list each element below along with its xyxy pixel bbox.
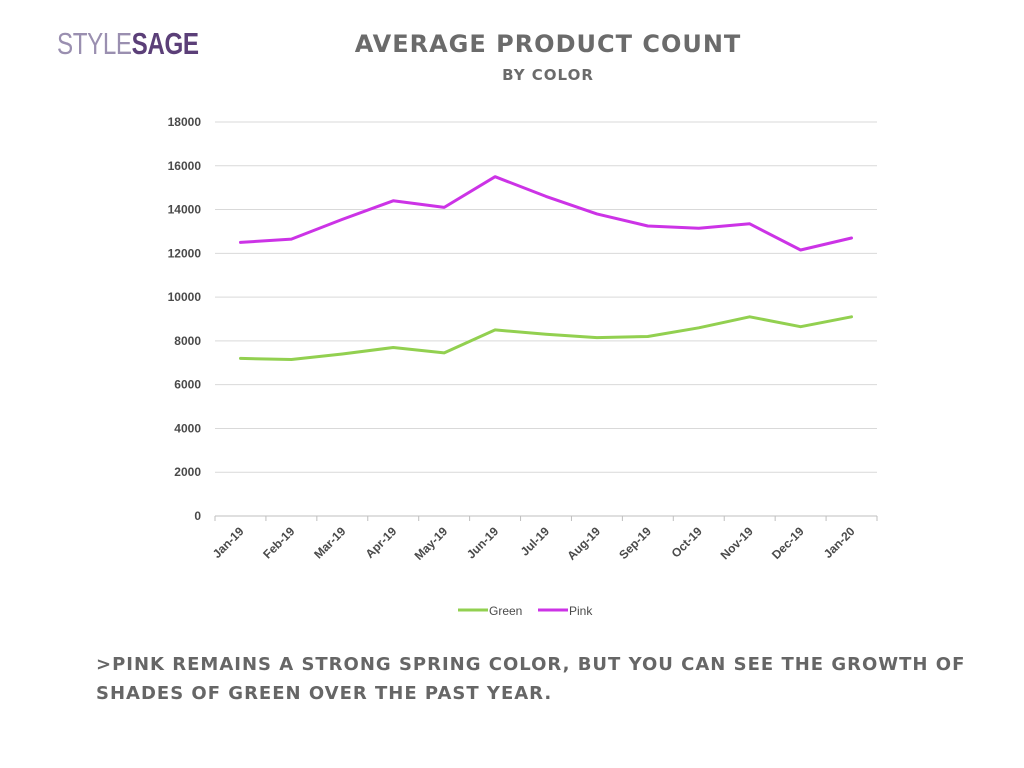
x-tick-label: Jan-19 xyxy=(210,524,247,561)
y-tick-label: 4000 xyxy=(174,421,201,435)
x-tick-label: Jul-19 xyxy=(518,524,553,559)
x-tick-label: Sep-19 xyxy=(616,524,654,562)
series-line-green xyxy=(239,315,853,361)
legend: Green Pink xyxy=(458,604,593,618)
logo-text-sage: SAGE xyxy=(131,26,199,61)
x-tick-label: Jun-19 xyxy=(464,524,501,561)
gridlines xyxy=(215,121,877,517)
x-tick-label: Jan-20 xyxy=(821,524,858,561)
y-tick-label: 6000 xyxy=(174,378,201,392)
y-tick-label: 2000 xyxy=(174,465,201,479)
y-axis-ticks: 0 2000 4000 6000 8000 10000 12000 14000 16000 180… xyxy=(168,115,202,523)
legend-label-pink: Pink xyxy=(569,604,593,618)
legend-label-green: Green xyxy=(489,604,522,618)
x-axis: Jan-19 Feb-19 Mar-19 Apr-19 May-19 Jun-19 Jul-… xyxy=(210,516,878,563)
x-tick-label: Mar-19 xyxy=(311,524,348,561)
series-line-pink xyxy=(239,175,853,252)
y-tick-label: 18000 xyxy=(168,115,202,129)
y-tick-label: 8000 xyxy=(174,334,201,348)
x-tick-label: Aug-19 xyxy=(564,524,603,563)
x-tick-label: Oct-19 xyxy=(669,524,706,561)
x-tick-label: Nov-19 xyxy=(718,524,756,562)
insight-caption: >PINK REMAINS A STRONG SPRING COLOR, BUT… xyxy=(96,654,966,704)
chart-subtitle: BY COLOR xyxy=(502,66,594,84)
y-tick-label: 12000 xyxy=(168,246,202,260)
y-tick-label: 14000 xyxy=(168,203,202,217)
x-tick-label: Dec-19 xyxy=(769,524,807,562)
y-tick-label: 16000 xyxy=(168,159,202,173)
x-tick-label: Feb-19 xyxy=(260,524,297,561)
stylesage-logo: STYLESAGE xyxy=(57,26,199,62)
y-tick-label: 10000 xyxy=(168,290,202,304)
line-chart: 0 2000 4000 6000 8000 10000 12000 14000 16000 180… xyxy=(168,115,878,618)
x-tick-label: Apr-19 xyxy=(363,524,400,561)
logo-text-style: STYLE xyxy=(57,26,132,61)
y-tick-label: 0 xyxy=(194,509,201,523)
chart-title: AVERAGE PRODUCT COUNT xyxy=(354,30,742,58)
x-tick-label: May-19 xyxy=(412,524,451,563)
series-lines xyxy=(239,175,853,361)
